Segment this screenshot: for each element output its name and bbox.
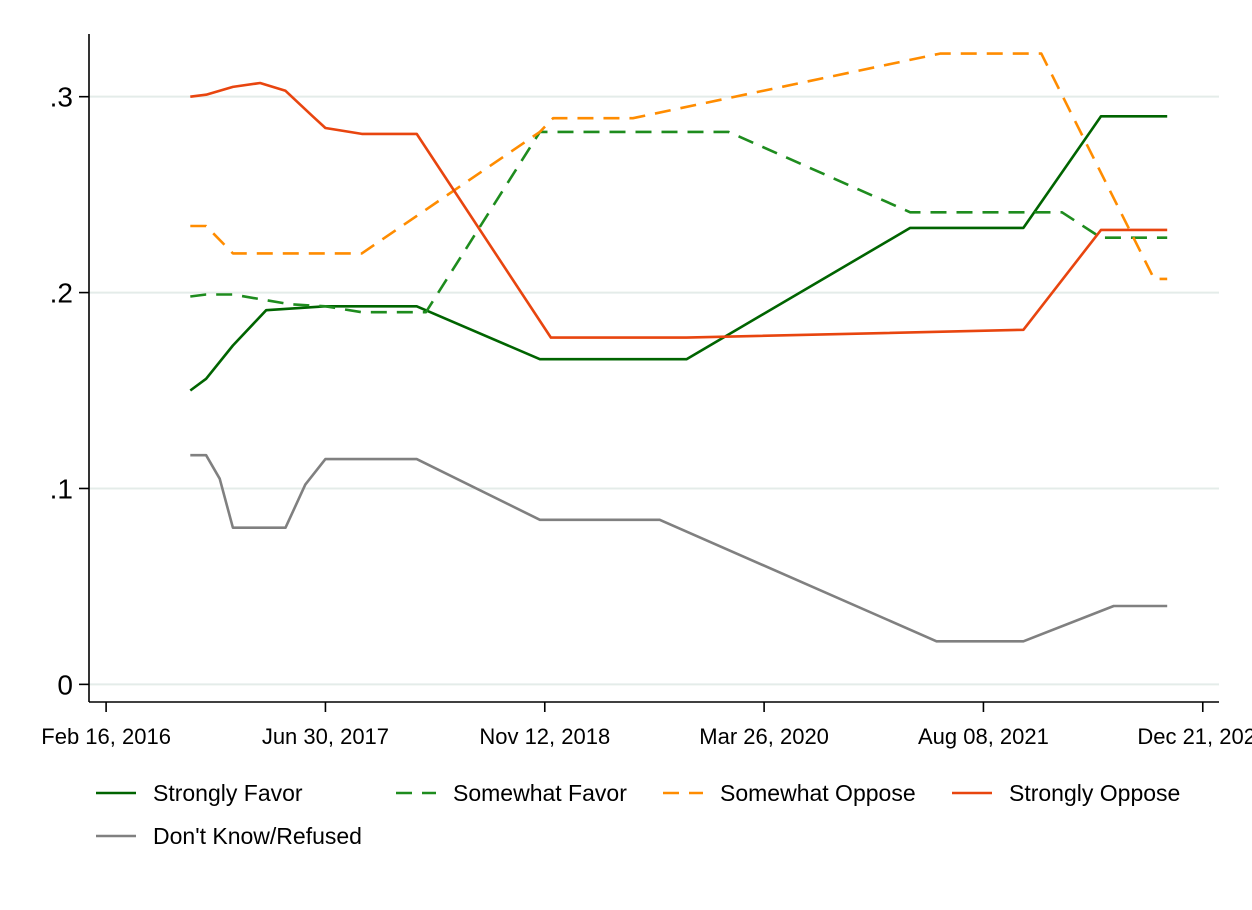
series-line-don-t-know-refused <box>190 453 1168 643</box>
x-tick-label: Dec 21, 2022 <box>1137 724 1252 749</box>
x-tick-label: Mar 26, 2020 <box>699 724 829 749</box>
axes: 0 .1 .2 .3 Feb 16, 2016 Jun 30, 2017 Nov 12, 2… <box>41 34 1252 749</box>
legend-label-strongly-favor: Strongly Favor <box>153 780 303 806</box>
y-tick-label: .3 <box>50 82 73 113</box>
y-tick-label: .2 <box>50 278 73 309</box>
gridlines <box>89 95 1219 686</box>
legend: Strongly Favor Somewhat Favor Somewhat Opp… <box>96 780 1180 849</box>
legend-label-don-t-know-refused: Don't Know/Refused <box>153 823 362 849</box>
legend-label-somewhat-favor: Somewhat Favor <box>453 780 627 806</box>
y-tick-label: 0 <box>57 669 73 700</box>
series-lines <box>189 52 1168 643</box>
legend-label-strongly-oppose: Strongly Oppose <box>1009 780 1180 806</box>
y-tick-label: .1 <box>50 473 73 504</box>
series-line-strongly-favor <box>189 115 1168 392</box>
x-tick-label: Aug 08, 2021 <box>918 724 1049 749</box>
legend-label-somewhat-oppose: Somewhat Oppose <box>720 780 916 806</box>
x-tick-label: Nov 12, 2018 <box>479 724 610 749</box>
x-tick-label: Jun 30, 2017 <box>262 724 389 749</box>
x-tick-label: Feb 16, 2016 <box>41 724 171 749</box>
series-line-somewhat-favor <box>190 130 1168 314</box>
series-line-strongly-oppose <box>190 81 1168 339</box>
